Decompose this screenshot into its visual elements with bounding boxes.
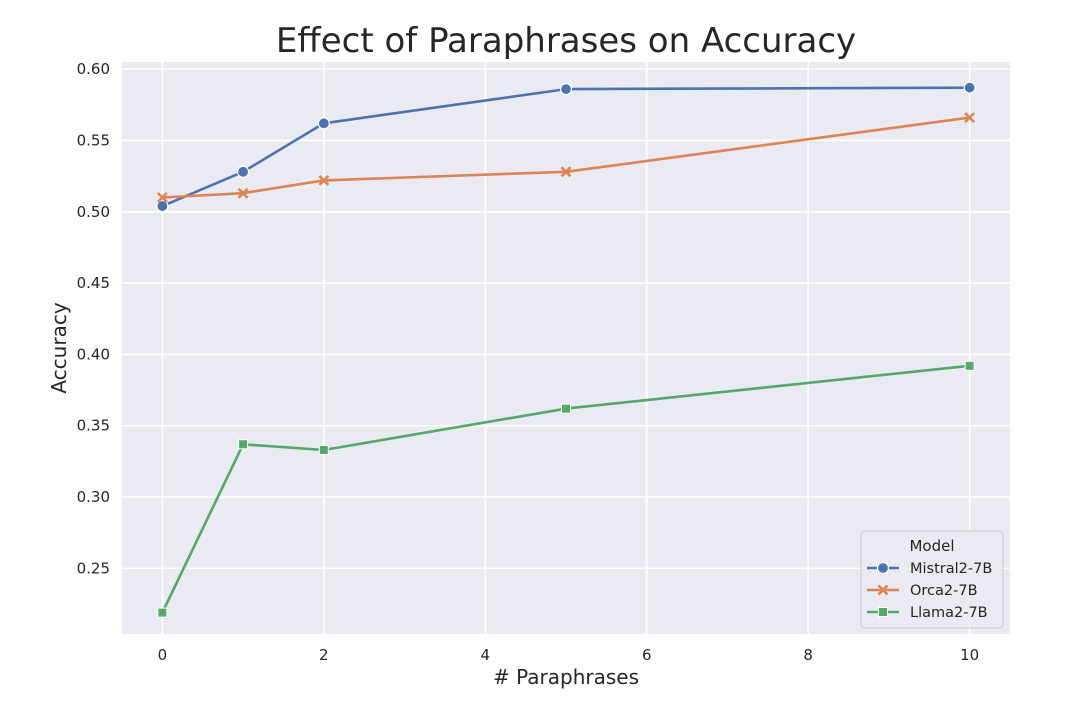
y-tick-label: 0.25 — [77, 559, 110, 577]
x-tick-label: 0 — [158, 646, 168, 664]
legend: Model Mistral2-7B Orca2-7B Llama2-7B — [860, 530, 1004, 629]
legend-marker — [878, 607, 888, 617]
data-point — [963, 81, 976, 94]
y-axis-label: Accuracy — [47, 302, 71, 393]
data-point — [964, 360, 975, 371]
legend-label: Llama2-7B — [910, 605, 988, 621]
y-tick-label: 0.60 — [77, 60, 110, 78]
legend-label: Orca2-7B — [910, 583, 978, 599]
y-tick-label: 0.40 — [77, 345, 110, 363]
legend-marker — [877, 584, 889, 596]
x-tick-label: 2 — [319, 646, 329, 664]
legend-box — [860, 530, 1004, 629]
series-layer — [156, 81, 976, 618]
y-tick-label: 0.30 — [77, 488, 110, 506]
data-point — [237, 187, 249, 199]
data-point — [318, 444, 329, 455]
y-tick-label: 0.35 — [77, 417, 110, 435]
legend-item: Mistral2-7B — [867, 561, 992, 577]
legend-marker — [876, 561, 890, 575]
x-tick-label: 6 — [642, 646, 652, 664]
data-point — [560, 166, 572, 178]
legend-title: Model — [909, 537, 954, 555]
y-tick-label: 0.55 — [77, 131, 110, 149]
chart-title: Effect of Paraphrases on Accuracy — [276, 21, 856, 61]
grid — [122, 62, 1010, 634]
data-point — [156, 192, 168, 203]
series-mistral2-7b — [156, 81, 976, 213]
legend-item: Llama2-7B — [867, 605, 988, 621]
data-point — [318, 174, 330, 186]
series-orca2-7b — [156, 112, 976, 203]
data-point — [156, 199, 169, 213]
x-axis-ticks: 0 2 4 6 8 10 — [158, 646, 980, 664]
data-point — [561, 403, 571, 414]
x-tick-label: 8 — [803, 646, 813, 664]
data-point — [559, 83, 573, 96]
y-tick-label: 0.45 — [77, 274, 110, 292]
y-tick-label: 0.50 — [77, 203, 110, 221]
data-point — [238, 439, 249, 450]
legend-item: Orca2-7B — [867, 583, 978, 599]
legend-items: Mistral2-7B Orca2-7B Llama2-7B — [867, 561, 992, 621]
legend-label: Mistral2-7B — [910, 561, 992, 577]
x-axis-label: # Paraphrases — [493, 665, 639, 689]
data-point — [236, 165, 250, 178]
x-tick-label: 4 — [480, 646, 490, 664]
x-tick-label: 10 — [960, 646, 979, 664]
y-axis-ticks: 0.25 0.30 0.35 0.40 0.45 0.50 0.55 0.60 — [77, 60, 110, 577]
data-point — [317, 117, 330, 130]
data-point — [964, 112, 976, 124]
data-point — [157, 607, 168, 618]
series-llama2-7b — [157, 360, 975, 618]
